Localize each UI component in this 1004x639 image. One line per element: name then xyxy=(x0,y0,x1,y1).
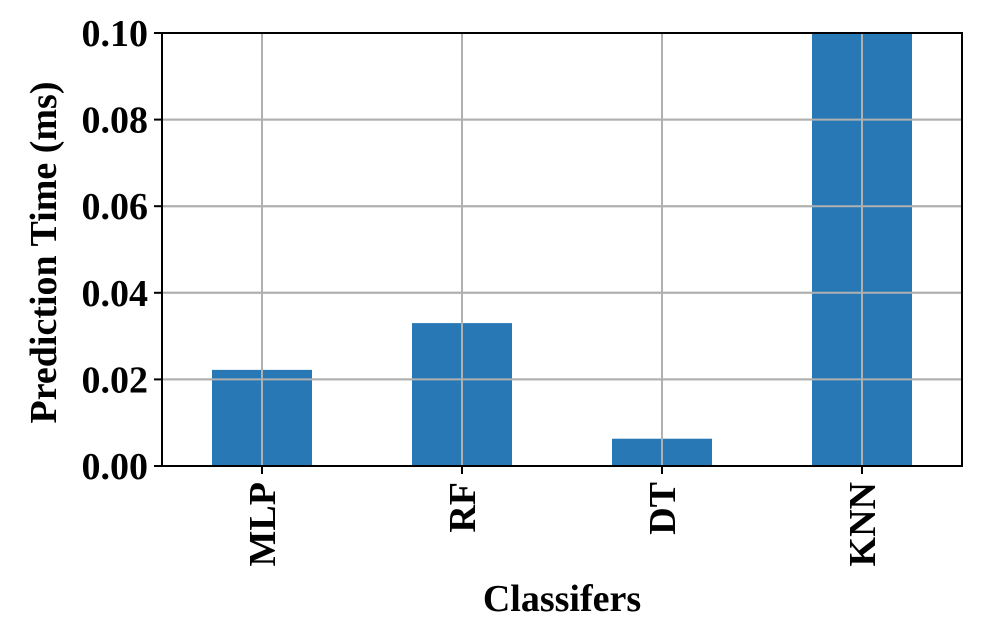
y-tick-label: 0.10 xyxy=(82,13,149,55)
y-axis-ticks: 0.00 0.02 0.04 0.06 0.08 0.10 xyxy=(82,13,162,488)
x-axis-ticks: MLP RF DT KNN xyxy=(242,466,884,566)
y-axis-title: Prediction Time (ms) xyxy=(23,82,65,424)
y-tick-label: 0.06 xyxy=(82,186,149,228)
plot-frame xyxy=(161,32,963,467)
x-tick-label: RF xyxy=(442,482,484,533)
y-tick-label: 0.04 xyxy=(82,273,149,315)
y-tick-label: 0.08 xyxy=(82,100,149,142)
x-tick-label: DT xyxy=(642,482,684,535)
x-tick-label: MLP xyxy=(242,482,284,566)
x-tick-label: KNN xyxy=(842,482,884,566)
bar-layer xyxy=(212,33,912,466)
y-tick-label: 0.00 xyxy=(82,446,149,488)
x-axis-title: Classifers xyxy=(483,578,641,620)
y-tick-label: 0.02 xyxy=(82,359,149,401)
overlay-layer xyxy=(162,33,962,466)
